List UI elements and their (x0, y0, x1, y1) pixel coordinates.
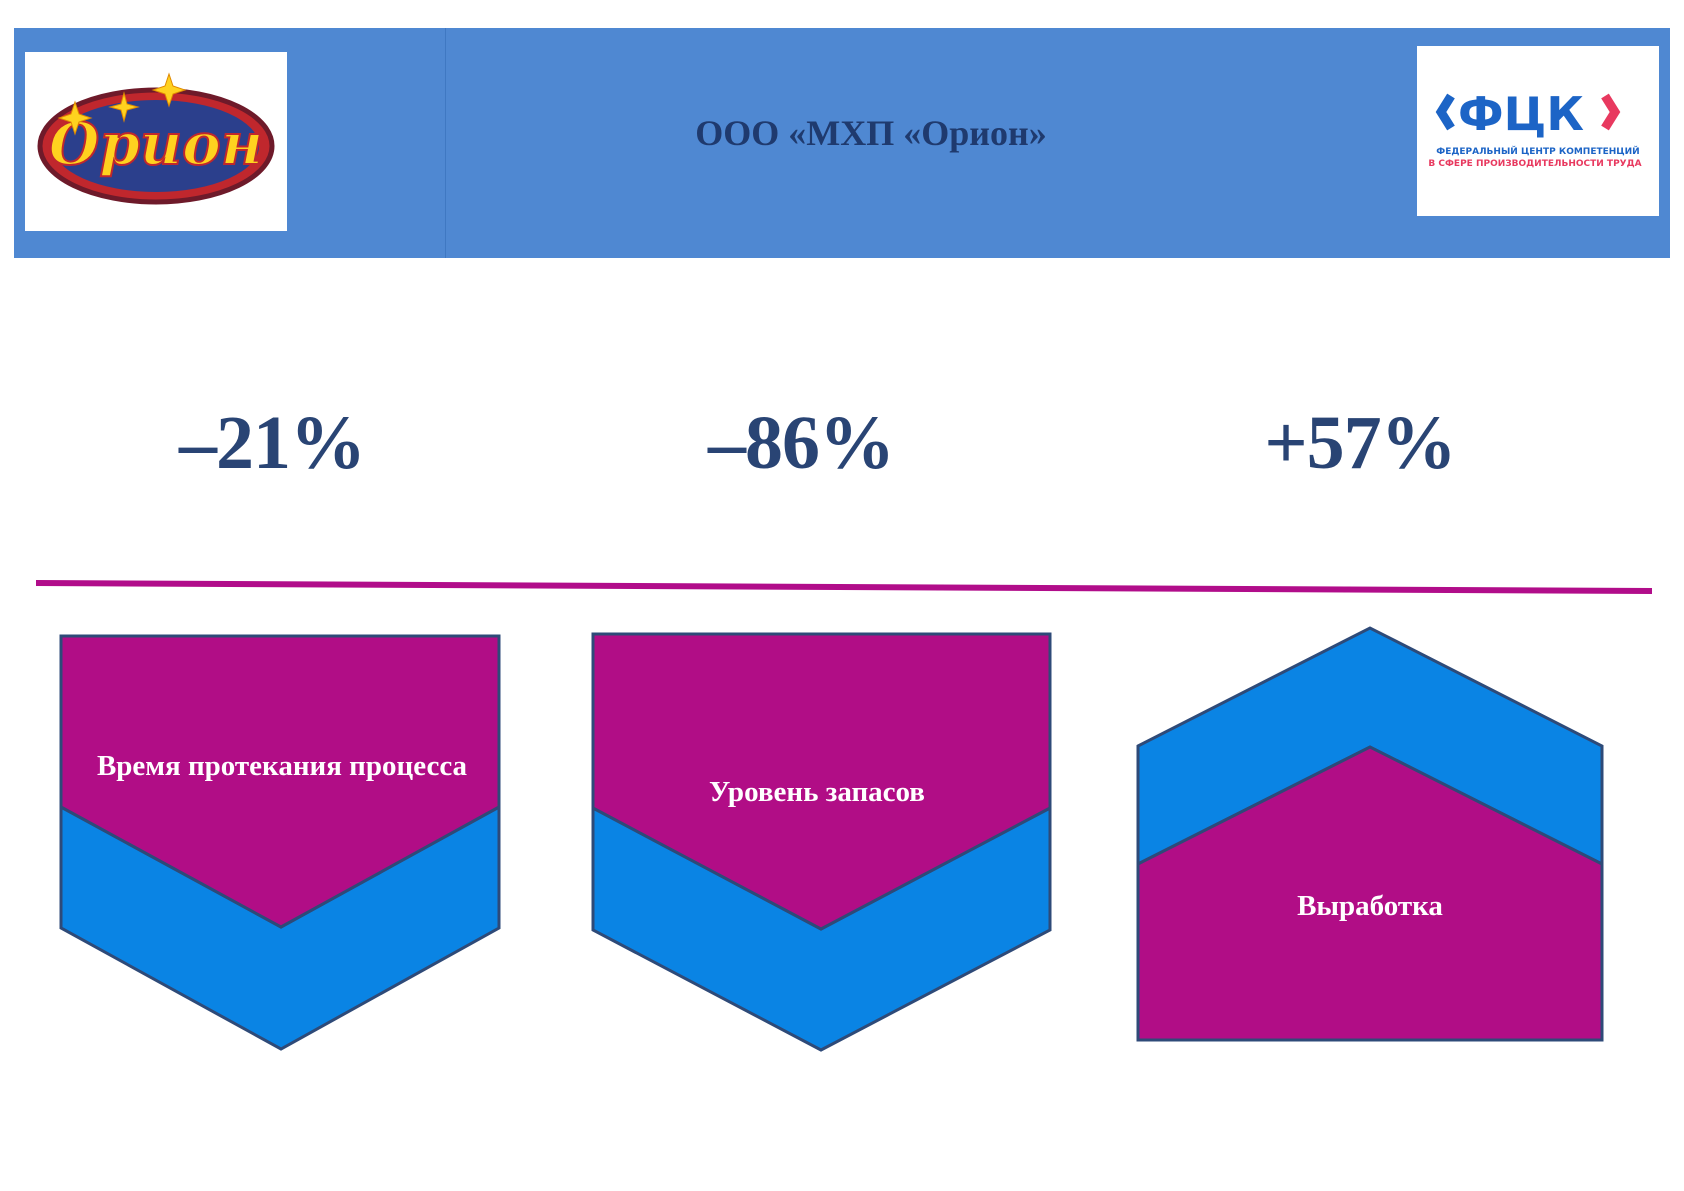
chevron-up-3 (1136, 626, 1604, 1042)
svg-text:ФЦК: ФЦК (1458, 87, 1584, 141)
divider-line (35, 580, 1653, 594)
page-title: ООО «МХП «Орион» (695, 113, 1047, 153)
header-banner: Орион ООО «МХП «Орион» ФЦК ФЕДЕРАЛЬНЫЙ Ц… (14, 28, 1670, 258)
svg-text:В СФЕРЕ ПРОИЗВОДИТЕЛЬНОСТИ ТРУ: В СФЕРЕ ПРОИЗВОДИТЕЛЬНОСТИ ТРУДА (1428, 159, 1641, 169)
metric-label-1: Время протекания процесса (96, 750, 468, 782)
metric-value-3: +57% (1264, 401, 1456, 485)
fck-logo: ФЦК ФЕДЕРАЛЬНЫЙ ЦЕНТР КОМПЕТЕНЦИЙ В СФЕР… (1417, 46, 1659, 216)
orion-logo-icon: Орион (37, 72, 275, 205)
chevron-down-1 (59, 634, 501, 1051)
metric-label-2: Уровень запасов (709, 776, 925, 808)
svg-text:Орион: Орион (49, 110, 263, 178)
fck-logo-icon: ФЦК ФЕДЕРАЛЬНЫЙ ЦЕНТР КОМПЕТЕНЦИЙ В СФЕР… (1428, 87, 1641, 169)
metric-value-2: –86% (708, 401, 895, 485)
orion-logo: Орион (25, 52, 287, 231)
chevron-down-2 (591, 632, 1052, 1052)
svg-text:ФЕДЕРАЛЬНЫЙ ЦЕНТР КОМПЕТЕНЦИЙ: ФЕДЕРАЛЬНЫЙ ЦЕНТР КОМПЕТЕНЦИЙ (1436, 145, 1639, 157)
metric-label-3: Выработка (1297, 890, 1443, 922)
metric-value-1: –21% (179, 401, 366, 485)
header-divider (445, 28, 446, 258)
